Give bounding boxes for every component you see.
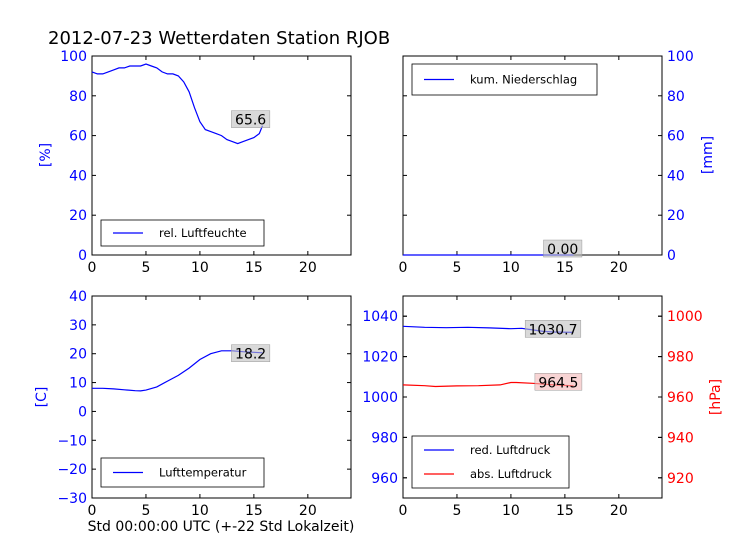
annotation-label: 1030.7 [529,322,578,338]
annotation-label: 18.2 [235,347,266,363]
x-tick-label: 5 [141,260,150,276]
y-tick-label: 100 [60,49,87,65]
x-tick-label: 5 [452,503,461,519]
x-tick-label: 5 [141,503,150,519]
x-tick-label: 10 [502,260,520,276]
legend-label: red. Luftdruck [470,443,551,457]
y-tick-label: 80 [69,89,87,105]
x-tick-label: 15 [245,260,263,276]
annotation-label: 964.5 [538,375,578,391]
y-tick-label: 40 [69,168,87,184]
y-tick-label: 1040 [362,309,398,325]
temperature-panel: 0 5 10 15 20 −30 −20 −10 0 10 20 30 40 [C] 18.2 Lufttem… [34,289,352,519]
y-tick-label: 40 [69,289,87,305]
y-tick-label: 20 [667,208,685,224]
y-axis-label: [mm] [700,136,716,174]
legend-label: kum. Niederschlag [470,73,577,87]
y-axis-label: [%] [38,143,54,167]
x-tick-label: 10 [191,503,209,519]
humidity-panel: 0 5 10 15 20 0 20 40 60 80 100 [%] 65.6 rel. Luftfeuc… [38,49,352,276]
legend-box [411,435,570,489]
plot-frame [91,295,352,499]
annotation-label: 0.00 [547,242,578,258]
y-tick-label: 960 [371,471,398,487]
y-tick-label: 1020 [362,350,398,366]
x-tick-label: 15 [556,260,574,276]
y-tick-label: 60 [667,129,685,145]
y-tick-label: 100 [667,49,694,65]
y-tick-label: 0 [667,248,676,264]
y-tick-label: 30 [69,318,87,334]
y-tick-label: 60 [69,129,87,145]
x-tick-label: 15 [245,503,263,519]
y-tick-label: 1000 [362,390,398,406]
y-tick-label: −20 [57,462,87,478]
annotation-box [231,110,271,128]
x-tick-label: 20 [610,503,628,519]
x-tick-label: 10 [502,503,520,519]
x-tick-label: 0 [88,260,97,276]
y-tick-label: 980 [371,430,398,446]
series-line [91,63,264,145]
page-title: 2012-07-23 Wetterdaten Station RJOB [48,28,390,49]
y-tick-label: 920 [667,471,694,487]
legend-label: rel. Luftfeuchte [159,226,247,240]
y-tick-label: 40 [667,168,685,184]
x-tick-label: 0 [399,260,408,276]
pressure-panel: 0 5 10 15 20 960 980 1000 1020 1040 920 940 960 980 10… [362,295,724,519]
x-tick-label: 5 [452,260,461,276]
annotation-box [231,344,271,362]
legend-label: Lufttemperatur [159,466,247,480]
y-tick-label: 20 [69,347,87,363]
x-tick-label: 0 [88,503,97,519]
y-tick-label: 1000 [667,309,703,325]
annotation-label: 65.6 [235,113,266,129]
x-tick-label: 0 [399,503,408,519]
x-tick-label: 10 [191,260,209,276]
x-axis-label: Std 00:00:00 UTC (+-22 Std Lokalzeit) [88,519,355,535]
x-tick-label: 20 [610,260,628,276]
y-tick-label: 980 [667,350,694,366]
x-tick-label: 20 [299,260,317,276]
y-tick-label: 960 [667,390,694,406]
y-tick-label: 80 [667,89,685,105]
y-tick-label: 0 [78,248,87,264]
annotation-box [524,320,582,338]
x-tick-label: 20 [299,503,317,519]
y-tick-label: −30 [57,491,87,507]
y-tick-label: 0 [78,404,87,420]
y-tick-label: 940 [667,430,694,446]
legend-label: abs. Luftdruck [470,467,552,481]
y-tick-label: 10 [69,376,87,392]
y-tick-label: 20 [69,208,87,224]
y-axis-label: [hPa] [708,379,724,415]
plot-frame [91,55,352,256]
y-tick-label: −10 [57,433,87,449]
precipitation-panel: 0 5 10 15 20 0 20 40 60 80 100 [mm] 0.00 kum. Nieders… [399,49,716,276]
annotation-box [543,239,583,258]
x-tick-label: 15 [556,503,574,519]
annotation-box [534,373,583,391]
y-axis-label: [C] [34,387,50,408]
